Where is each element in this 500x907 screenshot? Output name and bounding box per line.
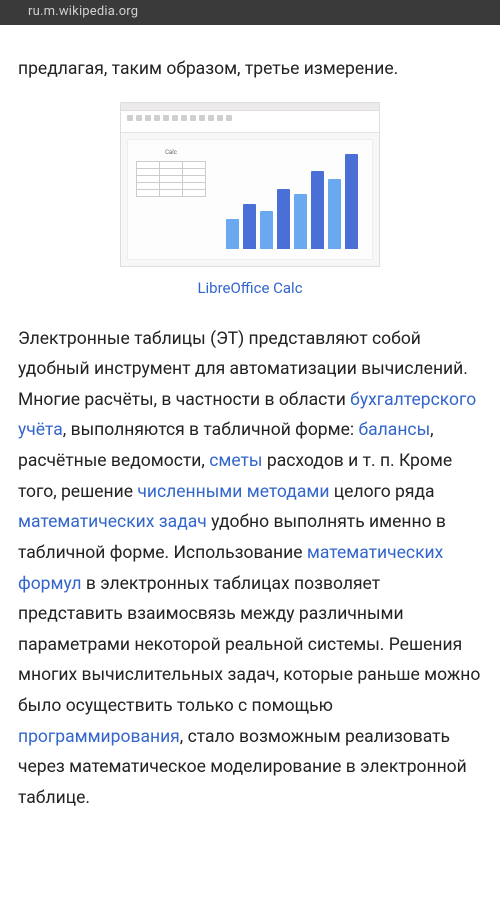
figure: Calc LibreOffice Calc	[18, 102, 482, 301]
body-paragraph: Электронные таблицы (ЭТ) представляют со…	[18, 324, 482, 814]
chart-bar	[311, 171, 324, 249]
article-content: программы организуют данные в «листы», п…	[0, 23, 500, 814]
url-bar: ru.m.wikipedia.org	[0, 0, 500, 25]
link-programming[interactable]: программирования	[18, 727, 180, 747]
link-numerical-methods[interactable]: численными методами	[137, 482, 329, 502]
chart-bar	[226, 219, 239, 249]
mini-bar-chart	[222, 154, 362, 249]
chart-bar	[328, 179, 341, 249]
figure-caption[interactable]: LibreOffice Calc	[18, 275, 482, 301]
figure-thumbnail[interactable]: Calc	[120, 102, 380, 267]
link-balances[interactable]: балансы	[358, 420, 430, 440]
chart-bar	[243, 204, 256, 249]
intro-fragment: программы организуют данные в «листы», п…	[18, 23, 482, 84]
chart-bar	[345, 154, 358, 249]
mini-table: Calc	[136, 148, 206, 196]
chart-bar	[277, 189, 290, 249]
url-text: ru.m.wikipedia.org	[28, 4, 138, 19]
chart-bar	[260, 211, 273, 249]
link-math-problems[interactable]: математических задач	[18, 512, 207, 532]
chart-bar	[294, 194, 307, 249]
link-estimates[interactable]: сметы	[209, 451, 262, 471]
